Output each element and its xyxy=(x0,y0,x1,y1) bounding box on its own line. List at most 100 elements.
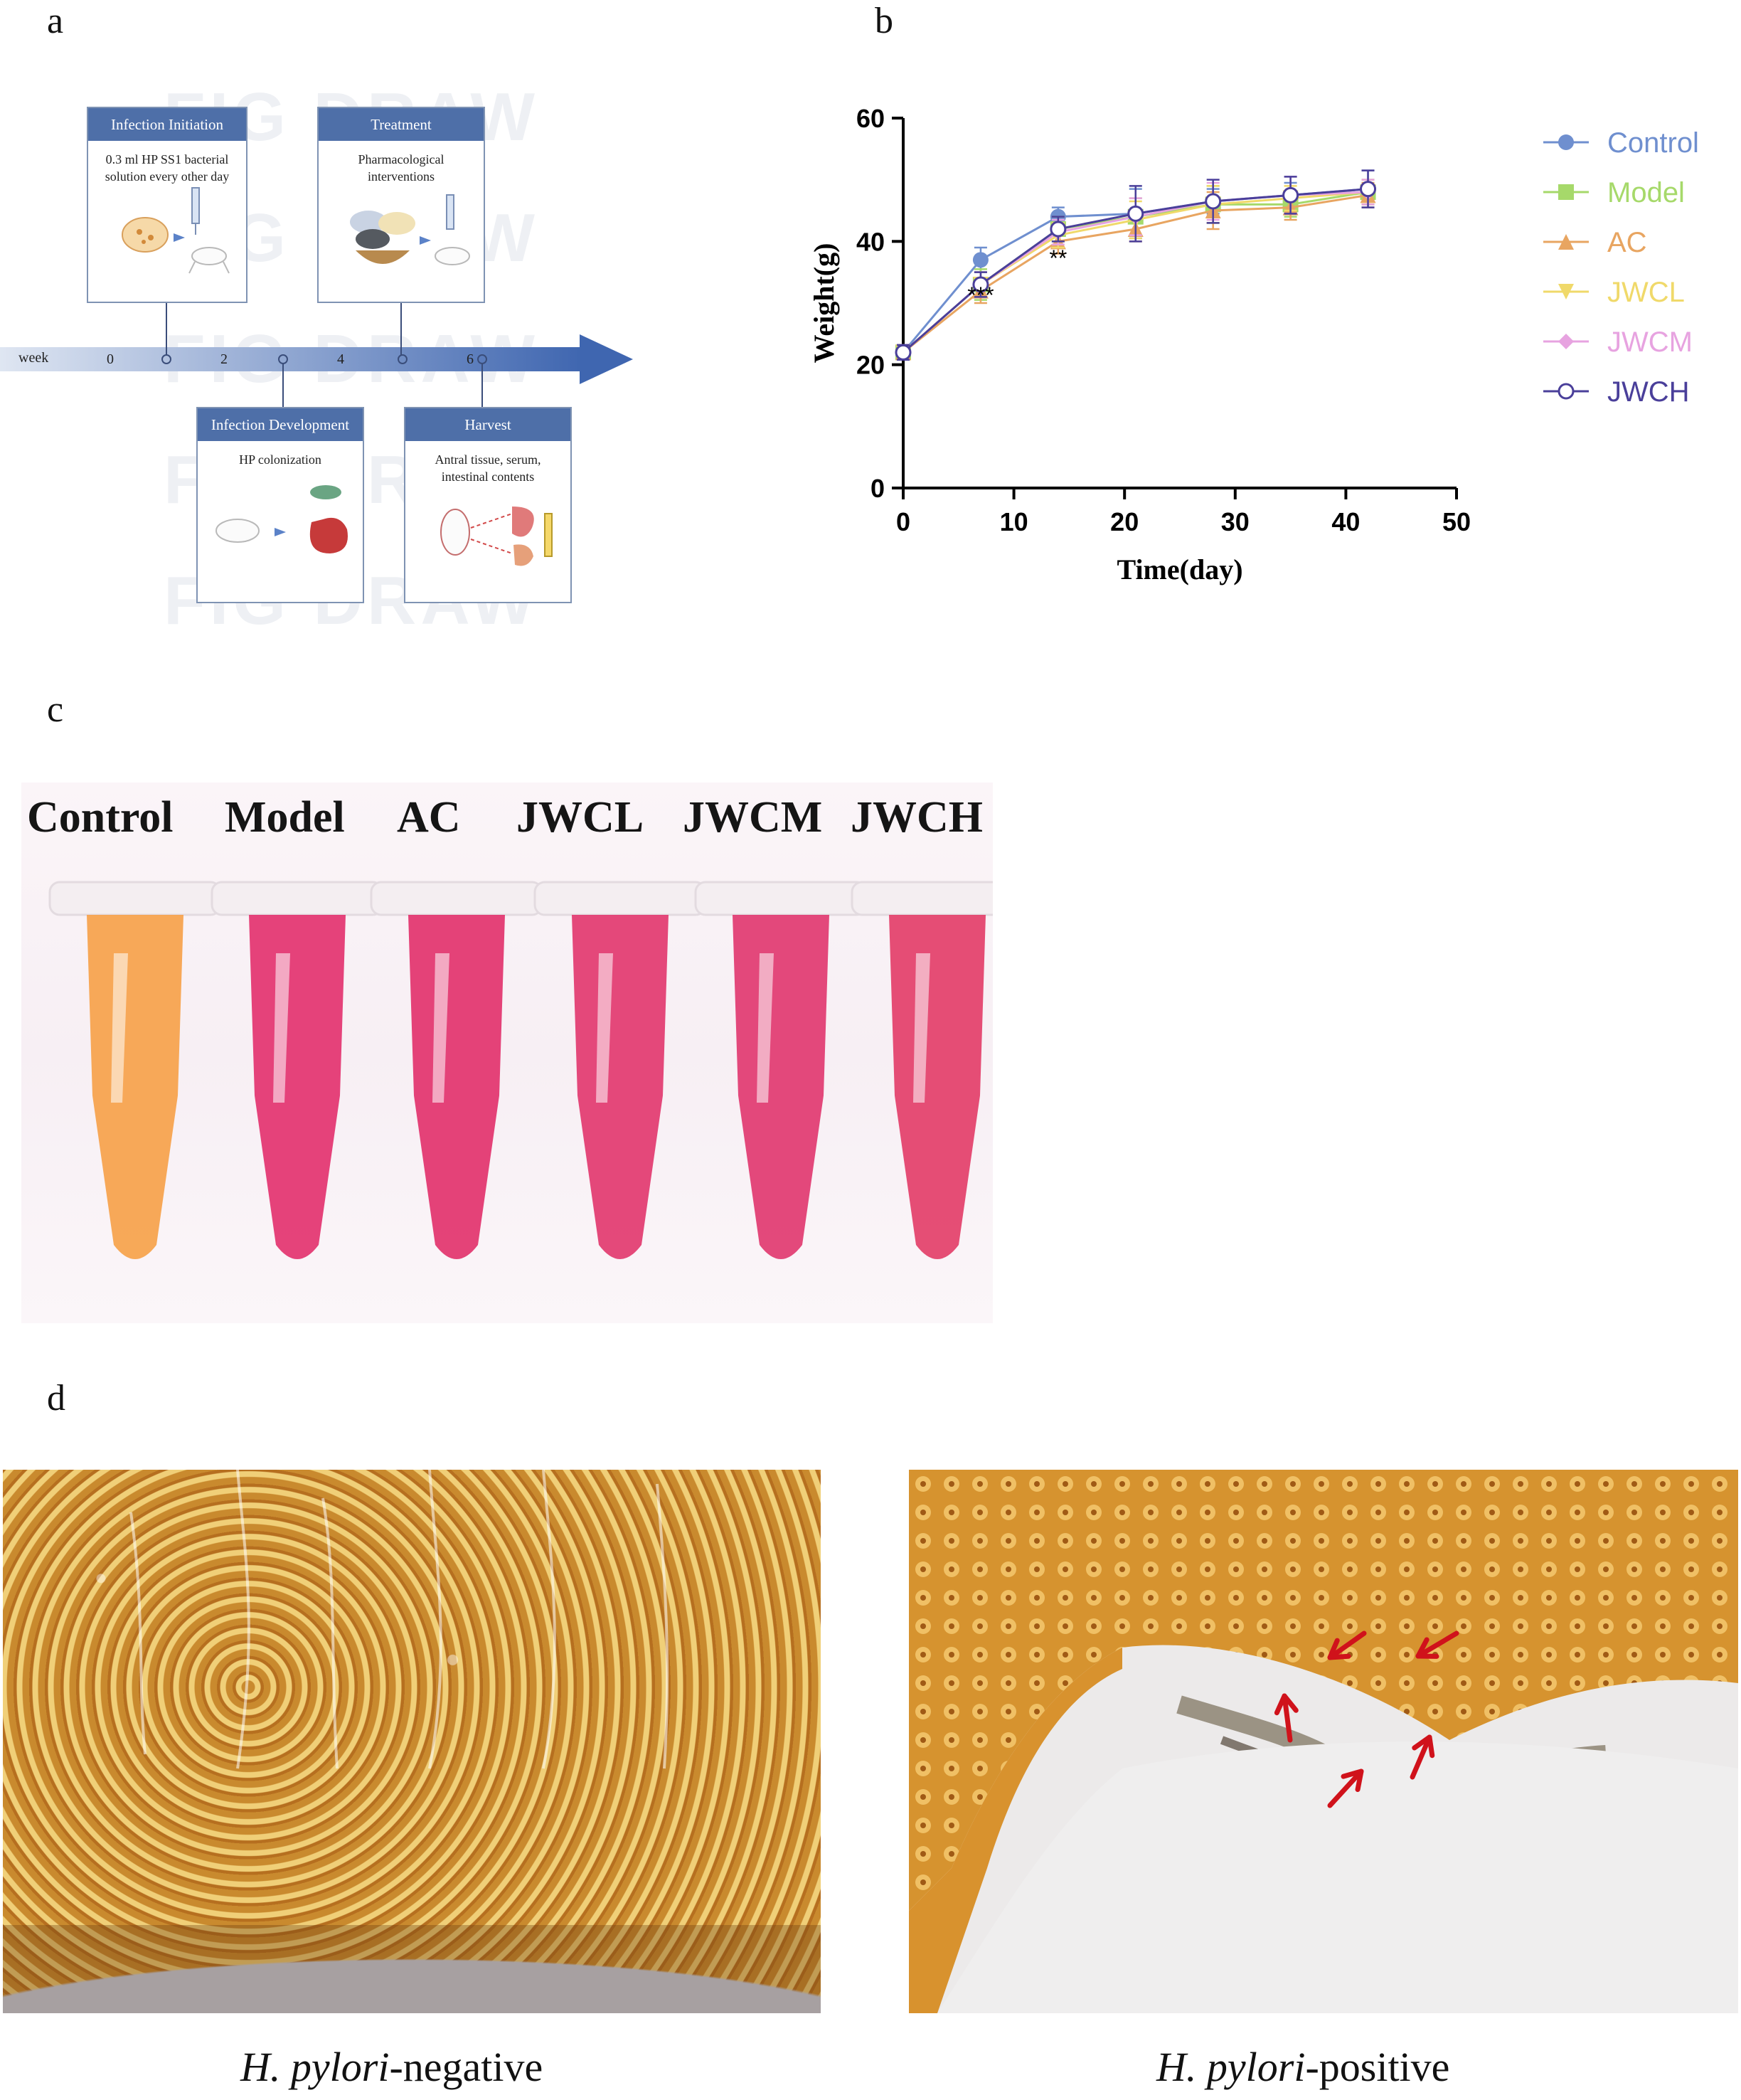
tube xyxy=(851,881,993,1259)
panel-label-c: c xyxy=(47,689,64,730)
tube-glare xyxy=(913,953,930,1103)
tube xyxy=(694,881,868,1259)
tube-cap xyxy=(370,881,543,916)
legend-marker xyxy=(1558,284,1574,299)
timeline-tick: 2 xyxy=(220,351,228,367)
legend-marker xyxy=(1558,134,1574,150)
arrow-shaft xyxy=(1327,1630,1367,1660)
panel-label-b: b xyxy=(875,1,893,41)
step-text-line: Pharmacological xyxy=(358,152,444,166)
significance-annotation: *** xyxy=(967,282,994,308)
step-infection-development: Infection Development HP colonization xyxy=(196,407,364,603)
data-point xyxy=(1050,221,1067,238)
x-tick-label: 10 xyxy=(1000,507,1028,536)
arrow-shaft xyxy=(1410,1734,1432,1780)
bacteria-arrow xyxy=(1327,1630,1367,1660)
gland-texture xyxy=(3,1470,821,2013)
data-point xyxy=(1205,193,1222,210)
bacteria-arrow xyxy=(1410,1734,1435,1780)
tube-glare xyxy=(111,953,128,1103)
panel-label-d: d xyxy=(47,1378,65,1418)
step-title: Infection Initiation xyxy=(88,108,246,141)
series-jwch xyxy=(895,169,1377,361)
legend-marker xyxy=(1558,334,1574,349)
caption-status: -positive xyxy=(1305,2044,1450,2090)
step-text-line: Antral tissue, serum, xyxy=(435,452,541,467)
tube xyxy=(48,881,222,1259)
arrow-shaft xyxy=(1327,1768,1364,1808)
step-treatment: Treatment Pharmacological interventions xyxy=(317,107,485,303)
arrow-head xyxy=(1412,1734,1435,1759)
y-tick-label: 60 xyxy=(856,104,885,133)
caption-negative: H. pylori-negative xyxy=(240,2043,543,2091)
arrow-head xyxy=(1274,1693,1299,1716)
tube-label: JWCH xyxy=(851,793,983,842)
tube-glare xyxy=(596,953,613,1103)
tube-label: Control xyxy=(27,793,174,842)
x-tick-label: 50 xyxy=(1442,507,1471,536)
step-title: Harvest xyxy=(405,408,570,441)
tube-label: JWCL xyxy=(516,793,644,842)
legend-item-model: Model xyxy=(1543,177,1685,208)
legend-item-control: Control xyxy=(1543,127,1699,159)
tube-glare xyxy=(757,953,774,1103)
data-point xyxy=(972,276,989,293)
caption-species: H. pylori xyxy=(1156,2044,1306,2090)
arrow-shaft xyxy=(1415,1630,1459,1659)
bacteria-arrow xyxy=(1415,1630,1459,1659)
tube-label: AC xyxy=(397,793,461,842)
legend-item-ac: AC xyxy=(1543,227,1647,258)
tube-cap xyxy=(48,881,222,916)
tissue-texture xyxy=(909,1470,1738,2013)
tube-label: Model xyxy=(225,793,345,842)
data-point xyxy=(1127,205,1144,222)
step-infection-initiation: Infection Initiation 0.3 ml HP SS1 bacte… xyxy=(87,107,247,303)
legend-label: AC xyxy=(1607,227,1647,258)
panel-c-tubes-photo: Control Model AC JWCL JWCM JWCH xyxy=(21,783,993,1323)
x-tick-label: 40 xyxy=(1331,507,1360,536)
legend-label: Control xyxy=(1607,127,1699,159)
panel-a-schematic: FIG DRAW FIG DRAW FIG DRAW FIG DRAW FIG … xyxy=(0,71,704,640)
data-point xyxy=(1360,181,1377,198)
legend-item-jwch: JWCH xyxy=(1543,376,1690,408)
tubes-illustration xyxy=(48,881,993,1259)
caption-status: -negative xyxy=(389,2044,543,2090)
timeline-tick: 6 xyxy=(467,351,474,367)
legend-marker xyxy=(1558,234,1574,250)
legend-label: Model xyxy=(1607,177,1685,208)
step-text-line: intestinal contents xyxy=(441,470,535,484)
legend-item-jwcm: JWCM xyxy=(1543,327,1693,358)
tube-cap xyxy=(533,881,707,916)
caption-positive: H. pylori-positive xyxy=(1156,2043,1449,2091)
tube-cap xyxy=(694,881,868,916)
bacteria-arrows xyxy=(1274,1630,1459,1808)
tube xyxy=(533,881,707,1259)
histology-positive-image xyxy=(909,1470,1738,2013)
harvest-illustration xyxy=(440,507,553,566)
data-point xyxy=(972,252,989,268)
arrow-shaft xyxy=(1282,1693,1293,1743)
timeline-arrow xyxy=(0,334,633,384)
tube-cap xyxy=(211,881,384,916)
tube-liquid xyxy=(889,915,986,1259)
timeline-tick: 0 xyxy=(107,351,114,367)
colonization-illustration xyxy=(215,485,348,553)
step-text-line: HP colonization xyxy=(239,452,321,467)
histology-negative-image xyxy=(3,1470,821,2013)
tube-liquid xyxy=(249,915,346,1259)
tube-liquid xyxy=(87,915,183,1259)
y-tick-label: 40 xyxy=(856,227,885,256)
significance-annotation: ** xyxy=(1049,245,1067,271)
tube xyxy=(370,881,543,1259)
legend-item-jwcl: JWCL xyxy=(1543,277,1685,308)
caption-species: H. pylori xyxy=(240,2044,390,2090)
step-text-line: interventions xyxy=(368,169,435,184)
data-point xyxy=(1282,186,1299,203)
step-title: Treatment xyxy=(319,108,484,141)
y-axis-label: Weight(g) xyxy=(808,243,840,364)
tube-cap xyxy=(851,881,993,916)
legend-marker xyxy=(1558,184,1574,200)
timeline-axis-label: week xyxy=(18,350,49,366)
connector-lines xyxy=(166,302,483,407)
